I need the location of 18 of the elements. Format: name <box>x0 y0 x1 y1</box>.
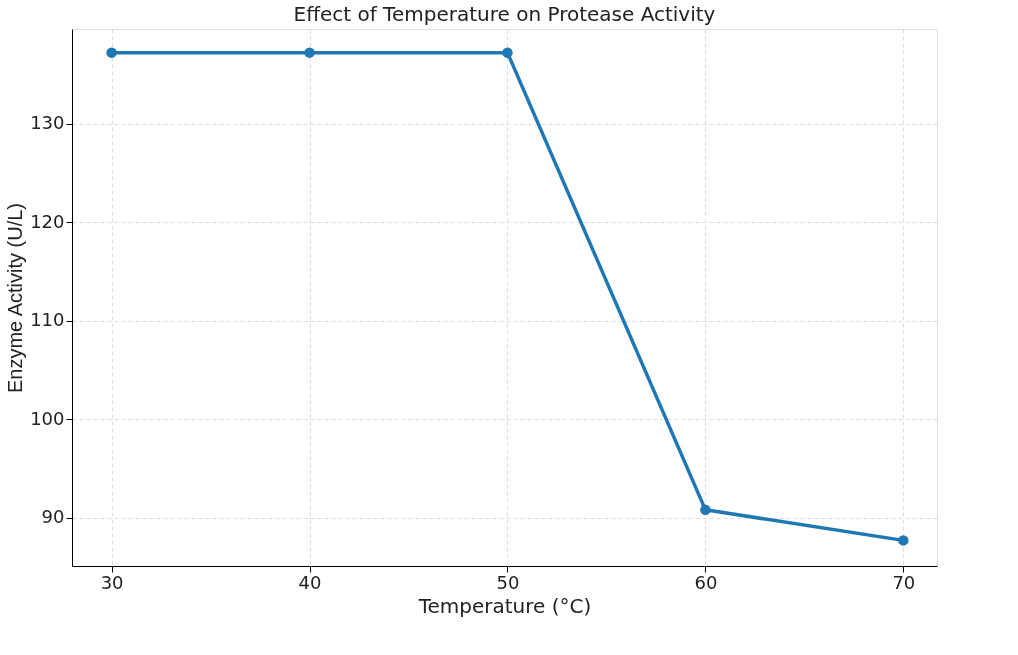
chart-title: Effect of Temperature on Protease Activity <box>293 2 716 26</box>
point <box>700 504 711 516</box>
x-tick-label: 60 <box>694 571 718 593</box>
point <box>502 47 513 58</box>
x-tick-label: 30 <box>100 571 124 593</box>
point <box>304 47 315 58</box>
x-tick-label: 50 <box>496 571 520 593</box>
point <box>898 535 909 546</box>
y-tick-label: 100 <box>30 407 65 429</box>
y-tick-label: 110 <box>30 309 65 331</box>
x-axis-title: Temperature (°C) <box>417 593 592 618</box>
x-tick-label: 40 <box>298 571 322 593</box>
y-tick-label: 120 <box>30 210 65 232</box>
y-tick-label: 130 <box>30 112 65 134</box>
point <box>106 47 117 58</box>
y-tick-label: 90 <box>41 506 65 528</box>
x-tick-label: 70 <box>892 571 916 593</box>
y-axis-title: Enzyme Activity (U/L) <box>4 202 27 394</box>
